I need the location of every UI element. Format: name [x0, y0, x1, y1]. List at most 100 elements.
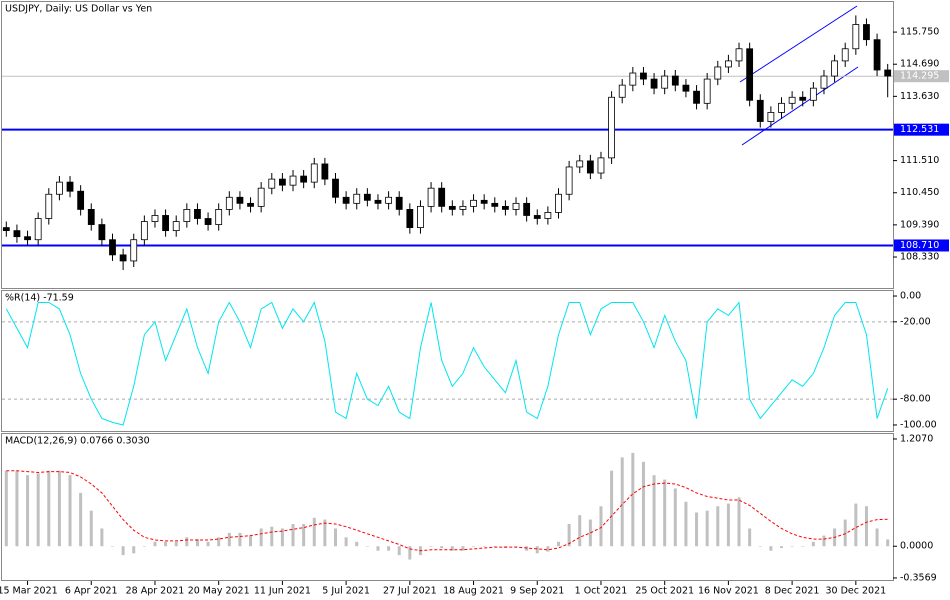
candle-body: [597, 157, 605, 174]
candle-body: [279, 178, 286, 186]
level-label: 114.295: [900, 71, 939, 82]
macd-bar: [769, 546, 773, 551]
candle-body: [374, 199, 382, 204]
candle-body: [640, 72, 647, 80]
macd-bar: [68, 475, 72, 547]
macd-bar: [514, 546, 518, 547]
macd-bar: [206, 541, 210, 547]
candle-body: [300, 175, 308, 183]
x-tick-label: 15 Mar 2021: [0, 586, 58, 597]
macd-bar: [641, 461, 645, 547]
macd-bar: [578, 515, 582, 547]
candle-body: [799, 96, 807, 101]
y-tick-label: 113.630: [900, 91, 939, 102]
macd-bar: [450, 546, 454, 551]
candle-body: [533, 215, 541, 219]
macd-bar: [355, 541, 359, 547]
macd-bar: [843, 519, 847, 547]
candle-body: [438, 187, 446, 207]
macd-bar: [153, 541, 157, 547]
candle-body: [873, 39, 881, 71]
candle-body: [332, 178, 339, 198]
macd-bar: [387, 546, 391, 551]
candle-body: [618, 84, 626, 98]
candle-body: [788, 96, 796, 104]
macd-bar: [312, 517, 316, 547]
candle-body: [544, 212, 552, 219]
candle-body: [767, 112, 775, 122]
macd-bar: [174, 541, 178, 547]
candle-body: [852, 24, 860, 50]
candle-body: [236, 196, 244, 204]
candle-body: [363, 193, 371, 201]
level-label: 112.531: [900, 124, 939, 135]
candle-body: [162, 215, 169, 232]
macd-bar: [376, 546, 380, 551]
macd-bar: [599, 506, 603, 547]
candle-body: [650, 78, 658, 89]
level-tag: [894, 123, 949, 136]
x-tick-label: 27 Jul 2021: [383, 586, 437, 597]
candle-body: [119, 254, 127, 262]
macd-bar: [15, 470, 19, 547]
candle-body: [703, 78, 711, 104]
macd-bar: [737, 497, 741, 547]
macd-bar: [864, 506, 868, 547]
candle-body: [204, 218, 212, 225]
channel-upper: [739, 5, 858, 83]
macd-frame: [1, 433, 894, 581]
macd-bar: [684, 501, 688, 547]
macd-bar: [302, 524, 306, 547]
x-tick-label: 5 Jul 2021: [322, 586, 370, 597]
candle-body: [130, 239, 138, 262]
macd-bar: [748, 528, 752, 547]
y-tick-label: 114.690: [900, 59, 939, 70]
y-tick-label: -20.00: [900, 316, 931, 327]
candle-body: [884, 69, 892, 77]
y-tick-label: -80.00: [900, 394, 931, 405]
macd-bar: [270, 526, 274, 547]
macd-bar: [408, 546, 412, 560]
candle-body: [34, 218, 42, 241]
macd-bar: [535, 546, 539, 554]
x-tick-label: 1 Oct 2021: [575, 586, 628, 597]
x-tick-label: 25 Oct 2021: [635, 586, 694, 597]
macd-bar: [482, 546, 486, 547]
y-tick-label: 108.330: [900, 251, 939, 262]
candle-body: [385, 196, 392, 204]
macd-bar: [280, 528, 284, 547]
macd-bar: [854, 503, 858, 547]
macd-bar: [546, 546, 550, 552]
candle-body: [714, 66, 722, 80]
macd-bar: [334, 528, 337, 547]
candle-body: [98, 224, 106, 241]
candle-body: [151, 215, 159, 222]
macd-bar: [610, 470, 614, 547]
candle-body: [353, 193, 361, 204]
y-tick-label: 110.450: [900, 187, 939, 198]
candle-body: [491, 202, 499, 207]
wpr-line: [5, 301, 889, 426]
y-tick-label: 111.510: [900, 155, 939, 166]
candle-body: [841, 48, 849, 62]
macd-bar: [790, 546, 794, 547]
macd-bar: [620, 457, 624, 547]
macd-title: MACD(12,26,9) 0.0766 0.3030: [5, 436, 150, 447]
candle-body: [555, 193, 562, 213]
candle-body: [109, 239, 116, 256]
candle-body: [66, 181, 74, 192]
wpr-frame: [1, 290, 894, 432]
x-tick-label: 16 Nov 2021: [698, 586, 759, 597]
macd-bar: [291, 524, 295, 547]
candle-body: [342, 196, 350, 204]
candle-body: [693, 90, 700, 104]
level-label: 108.710: [900, 240, 939, 251]
candle-body: [194, 209, 201, 219]
macd-bar: [344, 537, 348, 547]
x-tick-label: 9 Sep 2021: [510, 586, 564, 597]
macd-bar: [695, 512, 699, 547]
candle-body: [87, 209, 95, 225]
